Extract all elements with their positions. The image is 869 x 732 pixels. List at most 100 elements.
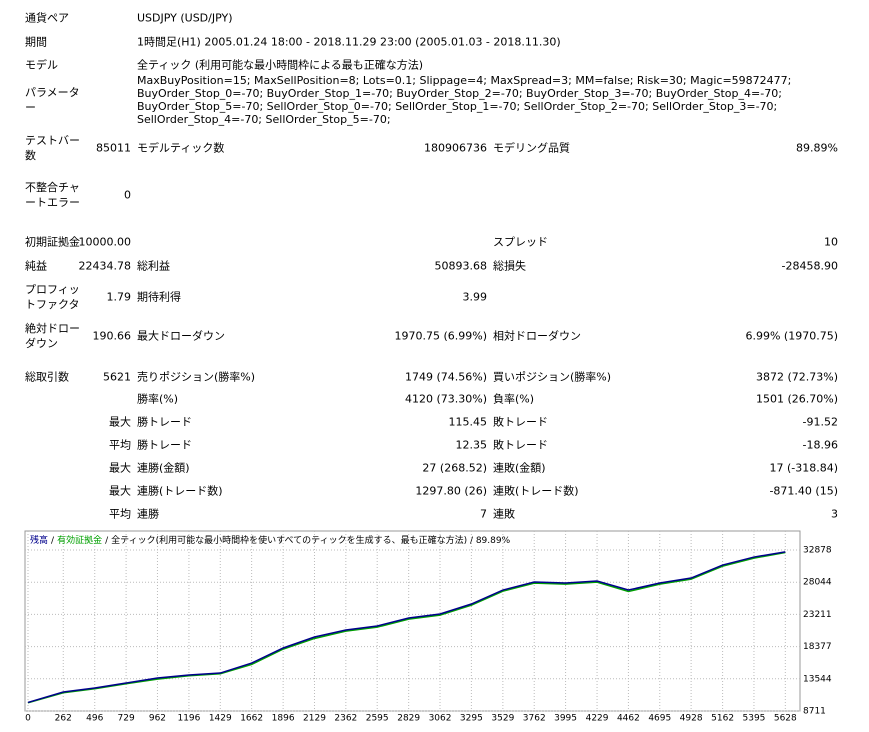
field-value: 4120 (73.30%) bbox=[404, 392, 487, 406]
field-value: 10000.00 bbox=[78, 235, 132, 249]
x-tick-label: 2362 bbox=[334, 714, 357, 724]
x-tick-label: 5628 bbox=[774, 714, 797, 724]
field-label: 勝トレード bbox=[137, 415, 192, 429]
x-tick-label: 496 bbox=[86, 714, 103, 724]
legend-separator: / bbox=[51, 536, 55, 546]
field-value: 6.99% (1970.75) bbox=[745, 329, 838, 343]
field-value: 最大 bbox=[109, 461, 131, 475]
field-label: 敗トレード bbox=[493, 415, 548, 429]
field-value: 0 bbox=[124, 188, 131, 202]
field-label: 負率(%) bbox=[493, 392, 535, 406]
field-label: 純益 bbox=[25, 259, 47, 273]
field-value: 1.79 bbox=[106, 290, 132, 304]
field-label: 勝トレード bbox=[137, 438, 192, 452]
y-tick-label: 32878 bbox=[803, 546, 832, 556]
x-tick-label: 962 bbox=[149, 714, 166, 724]
field-value: 1時間足(H1) 2005.01.24 18:00 - 2018.11.29 2… bbox=[137, 35, 561, 49]
field-value: USDJPY (USD/JPY) bbox=[137, 11, 233, 25]
field-value: 190.66 bbox=[92, 329, 132, 343]
field-value: 50893.68 bbox=[434, 259, 488, 273]
x-tick-label: 1662 bbox=[240, 714, 263, 724]
legend-entry: 有効証拠金 bbox=[57, 534, 102, 546]
x-tick-label: 3995 bbox=[554, 714, 577, 724]
series-line bbox=[27, 551, 786, 704]
field-value: 全ティック (利用可能な最小時間枠による最も正確な方法) bbox=[137, 58, 424, 72]
field-label: 初期証拠金 bbox=[25, 235, 80, 249]
chart-subtitle: 全ティック(利用可能な最小時間枠を使いすべてのティックを生成する、最も正確な方法… bbox=[111, 534, 510, 546]
x-tick-label: 4928 bbox=[680, 714, 703, 724]
field-label: 相対ドローダウン bbox=[493, 329, 581, 343]
field-value: 89.89% bbox=[796, 141, 838, 155]
field-label: 総取引数 bbox=[25, 370, 69, 384]
field-label: 連敗(金額) bbox=[493, 461, 546, 475]
field-value: 平均 bbox=[109, 438, 131, 452]
x-tick-label: 4695 bbox=[648, 714, 671, 724]
plot-frame bbox=[24, 530, 801, 712]
field-value: 85011 bbox=[96, 141, 131, 155]
field-label: 最大ドローダウン bbox=[137, 329, 225, 343]
field-value: -28458.90 bbox=[781, 259, 838, 273]
field-label: プロフィットファクタ bbox=[25, 283, 80, 311]
x-tick-label: 5395 bbox=[743, 714, 766, 724]
y-tick-label: 13544 bbox=[803, 674, 832, 684]
field-label: 売りポジション(勝率%) bbox=[137, 370, 256, 384]
field-value: 17 (-318.84) bbox=[769, 461, 838, 475]
x-tick-label: 1196 bbox=[177, 714, 200, 724]
field-label: 不整合チャートエラー bbox=[25, 181, 80, 209]
field-value: 7 bbox=[480, 507, 487, 521]
field-label: 期間 bbox=[25, 35, 47, 49]
field-value: -871.40 (15) bbox=[769, 484, 838, 498]
field-label: 総損失 bbox=[493, 259, 526, 273]
field-label: 総利益 bbox=[137, 259, 170, 273]
series-line bbox=[27, 551, 786, 704]
y-tick-label: 8711 bbox=[803, 707, 826, 717]
field-value: 最大 bbox=[109, 484, 131, 498]
field-label: 買いポジション(勝率%) bbox=[493, 370, 612, 384]
x-tick-label: 3295 bbox=[460, 714, 483, 724]
field-value: 最大 bbox=[109, 415, 131, 429]
x-tick-label: 262 bbox=[55, 714, 72, 724]
field-value: 3872 (72.73%) bbox=[755, 370, 838, 384]
field-value: 1749 (74.56%) bbox=[404, 370, 487, 384]
x-tick-label: 4229 bbox=[586, 714, 609, 724]
field-label: 連勝(金額) bbox=[137, 461, 190, 475]
x-tick-label: 2829 bbox=[397, 714, 420, 724]
field-label: モデリング品質 bbox=[493, 141, 570, 155]
x-tick-label: 2595 bbox=[366, 714, 389, 724]
x-tick-label: 3529 bbox=[491, 714, 514, 724]
x-tick-label: 3062 bbox=[429, 714, 452, 724]
field-label: 期待利得 bbox=[137, 290, 181, 304]
field-label: 連敗(トレード数) bbox=[493, 484, 579, 498]
x-tick-label: 5162 bbox=[711, 714, 734, 724]
field-label: 勝率(%) bbox=[137, 392, 179, 406]
field-value: 27 (268.52) bbox=[422, 461, 487, 475]
field-label: 連勝(トレード数) bbox=[137, 484, 223, 498]
legend-entry: 残高 bbox=[30, 534, 48, 546]
chart-title: 残高 / 有効証拠金 / 全ティック(利用可能な最小時間枠を使いすべてのティックを生成す… bbox=[30, 534, 511, 546]
x-tick-label: 3762 bbox=[523, 714, 546, 724]
field-value: 3 bbox=[831, 507, 838, 521]
field-label: 敗トレード bbox=[493, 438, 548, 452]
field-value: 22434.78 bbox=[78, 259, 132, 273]
x-tick-label: 2129 bbox=[303, 714, 326, 724]
field-label: 絶対ドローダウン bbox=[25, 322, 80, 350]
field-label: モデルティック数 bbox=[137, 141, 225, 155]
field-value: 12.35 bbox=[455, 438, 488, 452]
field-value: 1297.80 (26) bbox=[415, 484, 487, 498]
field-value: 1501 (26.70%) bbox=[755, 392, 838, 406]
field-label: 連勝 bbox=[137, 507, 159, 521]
field-value: -91.52 bbox=[802, 415, 838, 429]
legend-separator: / bbox=[105, 536, 109, 546]
field-value: -18.96 bbox=[802, 438, 838, 452]
field-value: 10 bbox=[824, 235, 838, 249]
y-tick-label: 28044 bbox=[803, 578, 832, 588]
field-value: 3.99 bbox=[462, 290, 488, 304]
x-tick-label: 0 bbox=[25, 714, 31, 724]
field-value: 5621 bbox=[103, 370, 131, 384]
x-tick-label: 4462 bbox=[617, 714, 640, 724]
field-value: 115.45 bbox=[448, 415, 488, 429]
field-label: 連敗 bbox=[493, 507, 515, 521]
field-label: テストバー数 bbox=[25, 134, 80, 162]
